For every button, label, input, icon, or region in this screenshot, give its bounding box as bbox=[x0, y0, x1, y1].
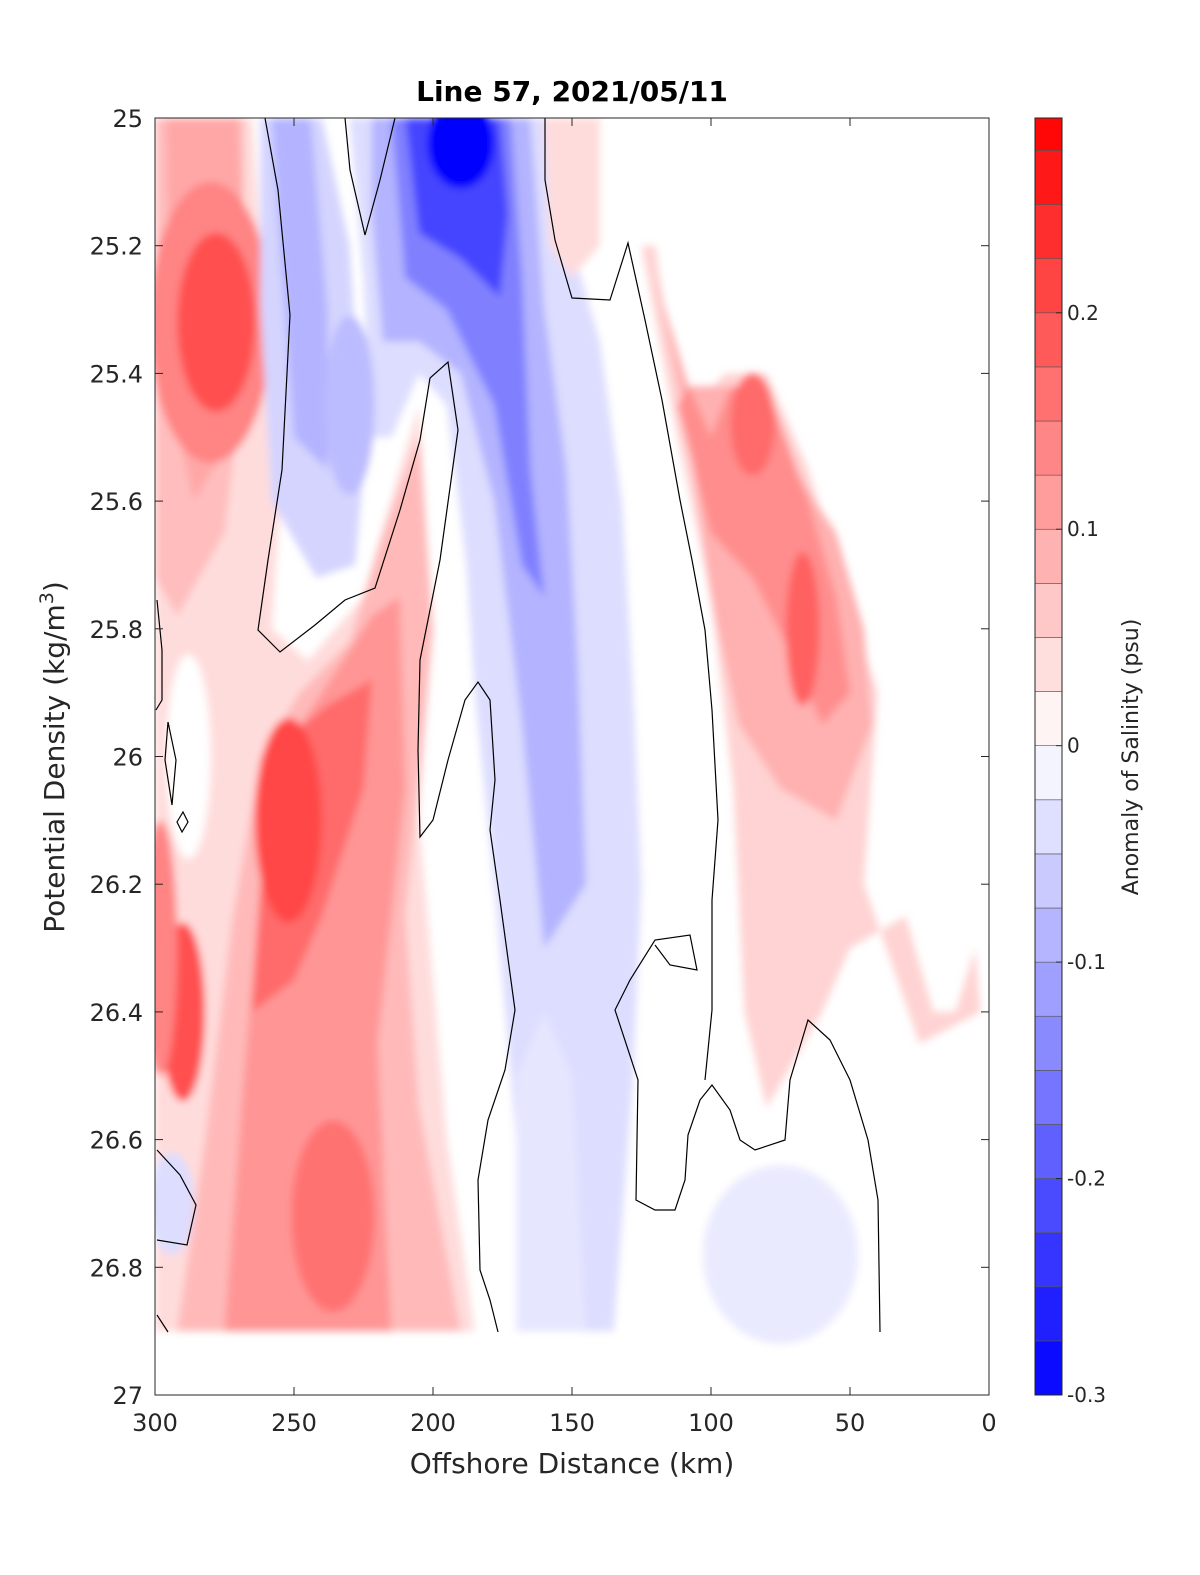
salinity-fill-region bbox=[730, 373, 775, 476]
salinity-fill-region bbox=[166, 654, 211, 859]
colorbar-tick-label: 0.2 bbox=[1067, 301, 1099, 325]
colorbar-bands bbox=[1034, 117, 1063, 1396]
colorbar-band bbox=[1034, 1124, 1063, 1179]
y-tick-label: 25.4 bbox=[90, 360, 143, 388]
x-axis-ticks: 300 250 200 150 100 50 0 bbox=[132, 118, 997, 1437]
x-tick-label: 50 bbox=[835, 1409, 866, 1437]
colorbar-band bbox=[1034, 528, 1063, 584]
colorbar-band bbox=[1034, 799, 1063, 855]
y-axis-label: Potential Density (kg/m3) bbox=[36, 581, 71, 933]
zero-contour bbox=[164, 721, 177, 806]
colorbar-band bbox=[1034, 745, 1063, 801]
y-axis-label-main: Potential Density (kg/m bbox=[38, 604, 71, 933]
colorbar-tick-label: -0.3 bbox=[1067, 1383, 1106, 1407]
x-tick-label: 200 bbox=[410, 1409, 456, 1437]
colorbar-band bbox=[1034, 907, 1063, 963]
colorbar-band bbox=[1034, 637, 1063, 692]
zero-contour bbox=[176, 810, 189, 834]
colorbar-band bbox=[1034, 853, 1063, 909]
x-tick-label: 150 bbox=[549, 1409, 595, 1437]
y-tick-label: 25 bbox=[112, 105, 143, 133]
salinity-fill-region bbox=[371, 118, 586, 949]
y-tick-label: 26.8 bbox=[90, 1254, 143, 1282]
colorbar-band bbox=[1034, 1070, 1063, 1125]
zero-contour bbox=[344, 118, 396, 236]
y-tick-label: 25.2 bbox=[90, 233, 143, 261]
x-tick-label: 100 bbox=[688, 1409, 734, 1437]
colorbar-band bbox=[1034, 1232, 1063, 1288]
x-tick-label: 250 bbox=[271, 1409, 317, 1437]
colorbar-frame bbox=[1034, 117, 1063, 1396]
salinity-fill-region bbox=[255, 718, 322, 923]
contour-fill-layer bbox=[155, 118, 981, 1344]
colorbar-label: Anomaly of Salinity (psu) bbox=[1119, 619, 1144, 896]
colorbar-band bbox=[1034, 150, 1063, 205]
salinity-fill-region bbox=[427, 118, 495, 189]
zero-contour bbox=[155, 599, 163, 711]
x-axis-label: Offshore Distance (km) bbox=[410, 1447, 735, 1480]
colorbar-band bbox=[1034, 691, 1063, 746]
colorbar-band bbox=[1034, 204, 1063, 259]
y-tick-label: 25.6 bbox=[90, 488, 143, 516]
zero-contour bbox=[257, 118, 516, 1333]
x-tick-label: 0 bbox=[981, 1409, 996, 1437]
salinity-fill-region bbox=[786, 552, 820, 706]
zero-contour bbox=[156, 1314, 169, 1333]
salinity-fill-region bbox=[324, 315, 375, 495]
salinity-fill-region bbox=[271, 118, 328, 470]
colorbar-ticks: -0.3 -0.2 -0.1 0 0.1 0.2 bbox=[1056, 301, 1106, 1407]
salinity-fill-region bbox=[702, 1165, 859, 1344]
y-axis-ticks: 25 25.2 25.4 25.6 25.8 26 26.2 26.4 26.6 26.8 27 bbox=[90, 105, 989, 1410]
colorbar-tick-label: -0.2 bbox=[1067, 1167, 1106, 1191]
zero-contour bbox=[614, 934, 881, 1333]
zero-contour bbox=[544, 118, 719, 1081]
y-tick-label: 25.8 bbox=[90, 616, 143, 644]
colorbar-band bbox=[1034, 366, 1063, 422]
colorbar-band bbox=[1034, 1015, 1063, 1071]
y-tick-label: 26.4 bbox=[90, 999, 143, 1027]
salinity-fill-region bbox=[544, 118, 600, 278]
colorbar: -0.3 -0.2 -0.1 0 0.1 0.2 Anomaly of Salinity … bbox=[1034, 117, 1144, 1407]
salinity-fill-region bbox=[177, 232, 256, 412]
salinity-fill-region bbox=[155, 820, 178, 1076]
colorbar-band bbox=[1034, 1178, 1063, 1233]
y-axis-label-tail: ) bbox=[38, 581, 71, 592]
salinity-fill-region bbox=[155, 1152, 194, 1255]
colorbar-band bbox=[1034, 420, 1063, 476]
colorbar-band bbox=[1034, 117, 1063, 151]
zero-contour-lines bbox=[155, 118, 881, 1333]
colorbar-tick-label: 0.1 bbox=[1067, 517, 1099, 541]
plot-area: 300 250 200 150 100 50 0 2525.225.425.625.8262… bbox=[90, 105, 997, 1437]
colorbar-band bbox=[1034, 1340, 1063, 1396]
y-axis-label-superscript: 3 bbox=[36, 592, 58, 604]
colorbar-tick-label: 0 bbox=[1067, 734, 1080, 758]
colorbar-band bbox=[1034, 312, 1063, 368]
y-tick-label: 27 bbox=[112, 1382, 143, 1410]
y-tick-label: 26 bbox=[112, 744, 143, 772]
colorbar-band bbox=[1034, 258, 1063, 314]
colorbar-band bbox=[1034, 583, 1063, 638]
chart-title: Line 57, 2021/05/11 bbox=[416, 75, 728, 108]
x-tick-label: 300 bbox=[132, 1409, 178, 1437]
colorbar-band bbox=[1034, 961, 1063, 1017]
salinity-fill-region bbox=[291, 1120, 375, 1312]
colorbar-band bbox=[1034, 474, 1063, 530]
colorbar-band bbox=[1034, 1286, 1063, 1342]
colorbar-tick-label: -0.1 bbox=[1067, 950, 1106, 974]
salinity-fill-region bbox=[349, 118, 642, 1332]
y-tick-label: 26.6 bbox=[90, 1127, 143, 1155]
salinity-fill-region bbox=[516, 1011, 586, 1332]
y-tick-label: 26.2 bbox=[90, 871, 143, 899]
zero-contour bbox=[156, 1149, 197, 1246]
